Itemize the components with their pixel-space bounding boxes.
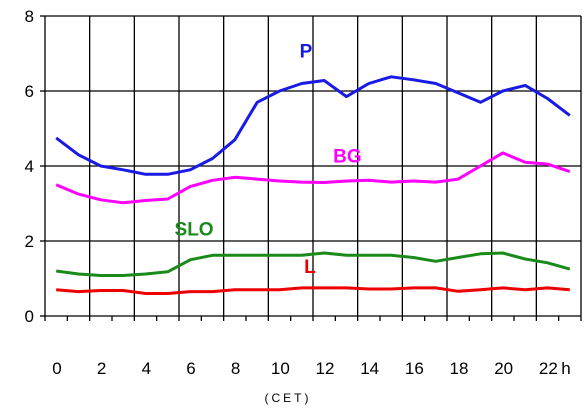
x-tick-label: 6 — [186, 359, 195, 378]
x-tick-label: 20 — [494, 359, 513, 378]
x-tick-label: 8 — [231, 359, 240, 378]
series-line-l — [56, 286, 570, 295]
series-label-slo: SLO — [175, 219, 214, 240]
y-tick-label: 0 — [25, 307, 34, 326]
y-tick-label: 4 — [25, 157, 34, 176]
x-tick-label: 18 — [450, 359, 469, 378]
x-tick-label: 16 — [405, 359, 424, 378]
x-tick-label: 10 — [271, 359, 290, 378]
y-tick-label: 6 — [25, 82, 34, 101]
x-tick-labels: 0 2 4 6 8 10 12 14 16 18 20 22 h — [52, 359, 570, 378]
x-tick-label: 0 — [52, 359, 61, 378]
series-label-l: L — [304, 257, 316, 278]
series-label-bg: BG — [333, 146, 362, 167]
y-tick-label: 8 — [25, 7, 34, 26]
series-lines — [55, 75, 571, 295]
y-tick-label: 2 — [25, 232, 34, 251]
y-tick-labels: 0 2 4 6 8 — [25, 7, 34, 326]
x-tick-label: 4 — [142, 359, 151, 378]
series-labels: P BG SLO L — [175, 41, 362, 278]
axes — [40, 15, 582, 321]
x-tick-label: h — [561, 359, 570, 378]
x-tick-label: 2 — [97, 359, 106, 378]
x-tick-label: 22 — [539, 359, 558, 378]
x-tick-label: 14 — [360, 359, 379, 378]
x-axis-label: (CET) — [265, 391, 312, 405]
series-label-p: P — [300, 41, 313, 62]
x-tick-label: 12 — [316, 359, 335, 378]
series-line-slo — [56, 251, 571, 277]
series-line-bg — [55, 151, 571, 205]
series-line-p — [55, 75, 571, 176]
